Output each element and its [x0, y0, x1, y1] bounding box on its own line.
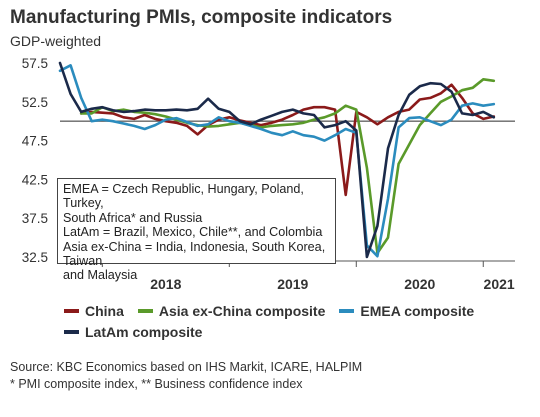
- y-tick-label: 37.5: [22, 211, 48, 226]
- legend-label-china: China: [85, 303, 124, 319]
- note-line: EMEA = Czech Republic, Hungary, Poland, …: [63, 182, 304, 211]
- series-line-emea-composite: [58, 64, 496, 258]
- x-tick-label: 2019: [277, 276, 308, 292]
- x-tick-label: 2018: [150, 276, 181, 292]
- note-line: and Malaysia: [63, 268, 138, 283]
- note-line: LatAm = Brazil, Mexico, Chile**, and Col…: [63, 225, 323, 240]
- legend-item-china: China: [64, 303, 124, 319]
- series-line-latam-composite: [58, 61, 496, 259]
- x-tick-label: 2021: [484, 276, 515, 292]
- chart-series: [58, 61, 496, 259]
- chart-title: Manufacturing PMIs, composite indicators: [10, 7, 393, 28]
- source-note: Source: KBC Economics based on IHS Marki…: [10, 360, 363, 374]
- series-line-china: [79, 83, 496, 197]
- legend-swatch-latam: [64, 330, 79, 334]
- legend-row-2: LatAm composite: [64, 324, 216, 340]
- legend-swatch-asia: [137, 309, 153, 313]
- footnote: * PMI composite index, ** Business confi…: [10, 377, 303, 391]
- y-tick-label: 32.5: [22, 250, 48, 265]
- legend-label-emea: EMEA composite: [360, 303, 475, 319]
- definitions-box: EMEA = Czech Republic, Hungary, Poland, …: [57, 178, 336, 282]
- x-tick-label: 2020: [404, 276, 435, 292]
- y-tick-label: 57.5: [22, 56, 48, 71]
- legend-item-latam: LatAm composite: [64, 324, 202, 340]
- legend-label-latam: LatAm composite: [85, 324, 203, 340]
- chart-subtitle: GDP-weighted: [10, 33, 102, 49]
- y-tick-label: 47.5: [22, 134, 48, 149]
- note-line: Asia ex-China = India, Indonesia, South …: [63, 239, 326, 269]
- y-tick-label: 42.5: [22, 172, 48, 187]
- legend-swatch-china: [64, 309, 79, 313]
- legend-swatch-emea: [339, 309, 355, 313]
- legend-label-asia: Asia ex-China composite: [158, 303, 326, 319]
- legend-row-1: China Asia ex-China composite EMEA compo…: [64, 303, 488, 319]
- y-tick-label: 52.5: [22, 95, 48, 110]
- legend-item-asia: Asia ex-China composite: [137, 303, 326, 319]
- note-line: South Africa* and Russia: [63, 210, 203, 225]
- legend-item-emea: EMEA composite: [339, 303, 474, 319]
